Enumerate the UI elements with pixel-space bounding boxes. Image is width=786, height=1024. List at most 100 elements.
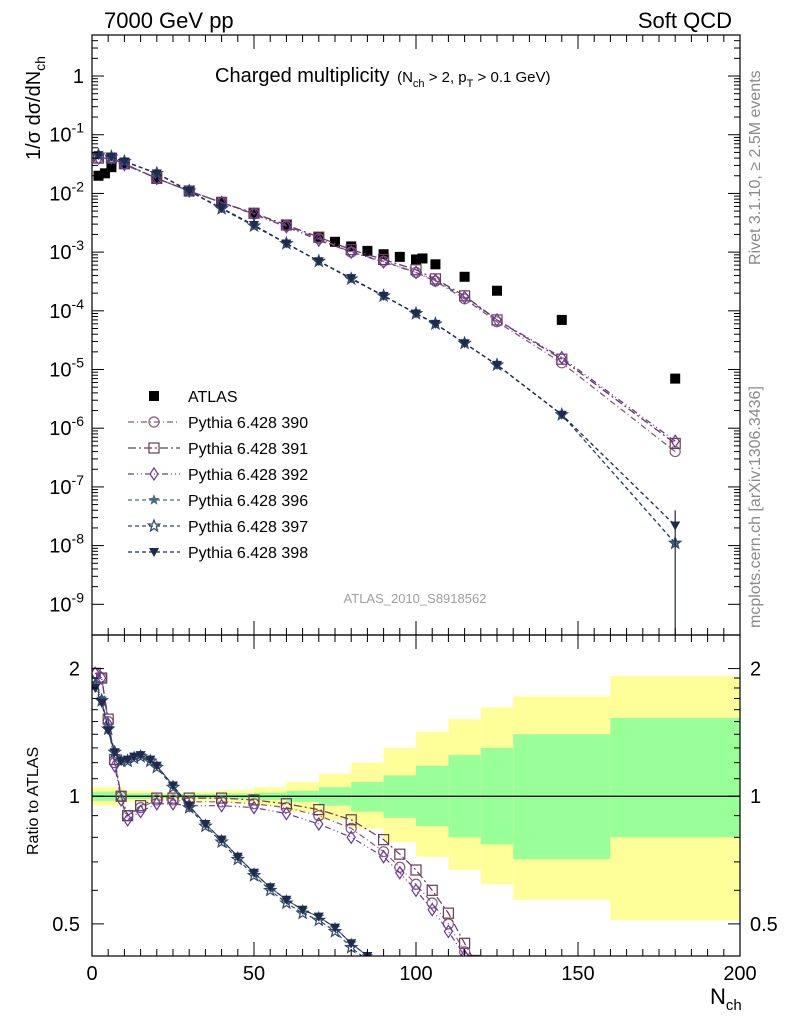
chart-title: Charged multiplicity (Nch > 2, pT > 0.1 … — [215, 65, 551, 90]
y-tick-label: 10-3 — [49, 237, 84, 264]
rivet-label: Rivet 3.1.10, ≥ 2.5M events — [747, 70, 764, 265]
legend-label: Pythia 6.428 391 — [188, 441, 308, 458]
analysis-id: ATLAS_2010_S8918562 — [344, 591, 487, 606]
legend-label: Pythia 6.428 390 — [188, 415, 308, 432]
legend-label: Pythia 6.428 396 — [188, 493, 308, 510]
x-axis-label: Nch — [710, 984, 742, 1014]
y-tick-label: 10-8 — [49, 531, 84, 558]
point-atlas — [492, 285, 502, 296]
x-tick-label: 0 — [86, 963, 97, 985]
point-p398 — [411, 309, 421, 319]
x-tick-label: 100 — [399, 963, 432, 985]
ratio-series-p398 — [92, 683, 405, 1000]
ratio-point-p392 — [249, 800, 259, 815]
ratio-point-p392 — [116, 792, 126, 808]
ratio-tick-right: 0.5 — [750, 914, 778, 936]
legend-item-atlas: ATLAS — [149, 389, 238, 406]
ratio-point-p398 — [96, 698, 107, 708]
point-atlas — [93, 170, 104, 181]
point-p392 — [378, 254, 389, 270]
point-atlas — [459, 271, 470, 282]
y-tick-label: 10-4 — [49, 296, 84, 323]
point-p391 — [378, 253, 390, 266]
ratio-point-p391 — [410, 864, 422, 876]
legend-label: Pythia 6.428 397 — [188, 519, 308, 536]
ratio-line-p390 — [94, 672, 469, 956]
ratio-point-p398 — [216, 835, 227, 845]
point-p398 — [459, 339, 470, 349]
point-atlas — [281, 219, 292, 230]
ratio-point-p392 — [395, 865, 405, 880]
ratio-line-p391 — [94, 672, 473, 956]
ratio-point-p391 — [167, 792, 179, 804]
ratio-point-p392 — [470, 964, 478, 976]
point-atlas — [556, 314, 567, 325]
ratio-point-p398 — [281, 895, 292, 905]
series-line-p390 — [98, 157, 676, 453]
series-p396 — [92, 149, 681, 548]
point-p398 — [430, 319, 441, 329]
ratio-point-p392 — [96, 670, 107, 686]
ratio-point-p397 — [230, 851, 246, 866]
ratio-point-p392 — [216, 798, 227, 813]
ratio-point-p397 — [378, 973, 389, 984]
ratio-point-p398 — [313, 912, 324, 922]
ratio-point-p391 — [426, 884, 438, 896]
series-atlas — [93, 158, 681, 384]
ratio-point-p398 — [135, 751, 146, 761]
point-p398 — [281, 239, 292, 249]
point-p398 — [346, 274, 357, 284]
point-p391 — [313, 231, 325, 243]
ratio-point-p392 — [109, 758, 120, 773]
point-p398 — [216, 204, 227, 214]
ratio-point-p398 — [129, 752, 140, 762]
ratio-point-p391 — [248, 794, 260, 806]
legend: ATLAS Pythia 6.428 390 Pythia 6.428 391 Pyt… — [128, 389, 308, 562]
ratio-point-p390 — [426, 897, 438, 909]
y-tick-label: 10-5 — [49, 355, 84, 382]
y-tick-label: 10-1 — [49, 120, 84, 147]
point-p398 — [378, 291, 389, 301]
series-line-p396 — [98, 154, 676, 544]
ratio-point-p391 — [459, 937, 471, 949]
ratio-tick-left: 1 — [69, 786, 80, 808]
ratio-point-p398 — [232, 852, 243, 862]
legend-marker-p391 — [148, 442, 160, 454]
ratio-point-p398 — [395, 991, 405, 1000]
point-p392 — [492, 312, 502, 327]
point-p392 — [670, 434, 680, 449]
point-p398 — [556, 410, 567, 420]
ratio-tick-right: 2 — [750, 659, 761, 681]
legend-label: Pythia 6.428 398 — [188, 545, 308, 562]
point-p398 — [249, 220, 259, 230]
series-p390 — [92, 152, 681, 458]
ratio-point-p398 — [103, 726, 114, 736]
point-atlas — [99, 168, 110, 179]
ratio-point-p397 — [327, 923, 343, 938]
ratio-point-p392 — [427, 902, 437, 917]
point-p398 — [184, 186, 195, 196]
ratio-point-p398 — [151, 761, 162, 771]
point-p398 — [151, 169, 162, 179]
point-p392 — [281, 219, 292, 234]
ratio-point-p391 — [313, 803, 325, 816]
ratio-point-p392 — [281, 806, 292, 821]
ratio-tick-left: 2 — [69, 659, 80, 681]
legend-item-p397: Pythia 6.428 397 — [128, 518, 308, 536]
point-atlas — [430, 259, 441, 270]
legend-label: ATLAS — [188, 389, 238, 406]
ratio-point-p390 — [469, 960, 479, 970]
ratio-point-p392 — [314, 816, 324, 832]
header-left: 7000 GeV pp — [104, 8, 234, 33]
legend-marker-p392 — [149, 466, 159, 482]
point-p391 — [669, 437, 681, 450]
ratio-point-p391 — [135, 800, 147, 812]
point-p392 — [346, 245, 356, 260]
band-inner — [610, 717, 740, 838]
point-p398 — [492, 360, 502, 370]
ratio-point-p396 — [96, 692, 108, 704]
y-tick-label: 10-9 — [49, 589, 84, 616]
point-p392 — [411, 265, 421, 280]
y-tick-label: 10-6 — [49, 413, 84, 440]
ratio-point-p396 — [394, 989, 405, 1000]
